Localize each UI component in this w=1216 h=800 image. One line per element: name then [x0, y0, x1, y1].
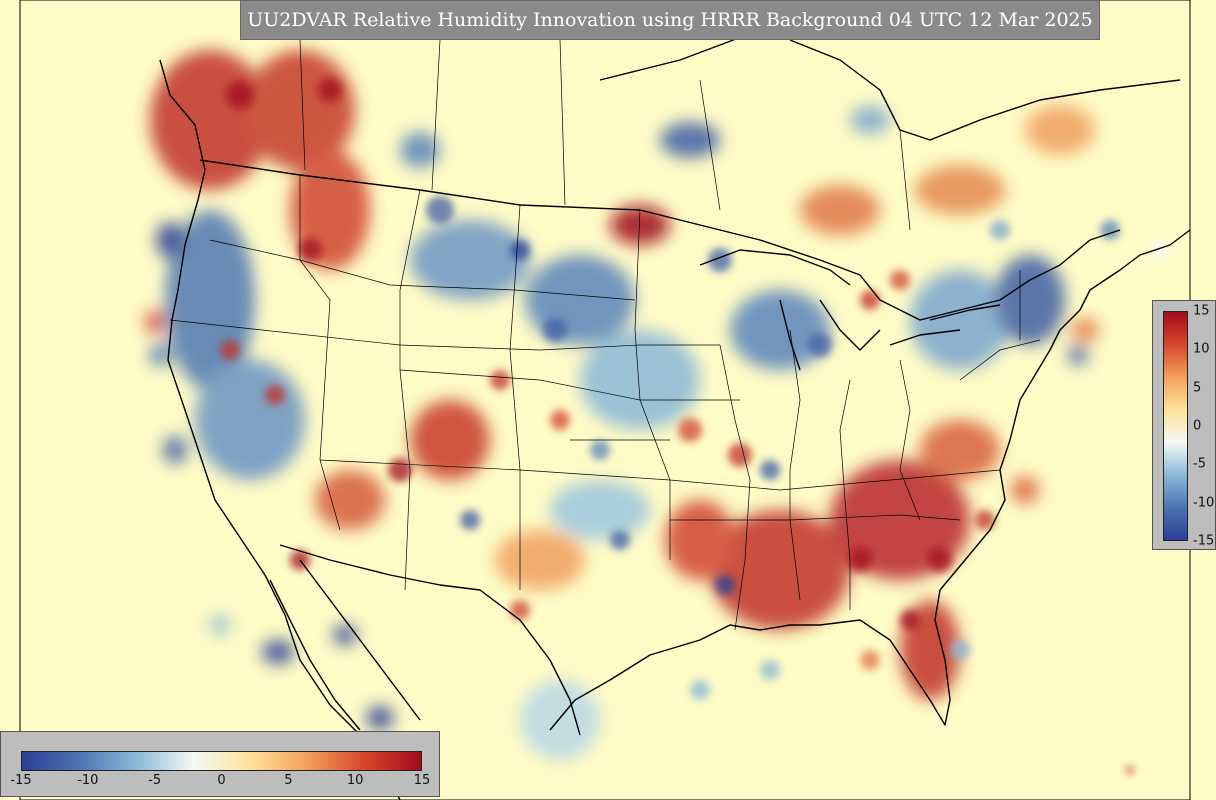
vertical-colorbar-tick: -5	[1193, 456, 1206, 472]
map-title: UU2DVAR Relative Humidity Innovation usi…	[240, 0, 1100, 40]
state-lines	[169, 39, 1041, 631]
us-mexico-border	[279, 544, 581, 736]
vertical-colorbar-tick: 10	[1193, 341, 1210, 357]
vertical-colorbar-tick: 15	[1193, 303, 1210, 319]
great-lakes-outline	[699, 249, 1001, 371]
horizontal-colorbar: -15 -10 -5 0 5 10 15	[0, 731, 440, 797]
horizontal-colorbar-tick: -10	[77, 773, 99, 788]
gulf-coastline	[549, 589, 951, 731]
east-coastline	[939, 229, 1191, 591]
canada-north-coast	[599, 29, 761, 81]
canada-us-border	[199, 159, 1121, 321]
west-coastline	[159, 59, 401, 800]
vertical-colorbar-gradient	[1163, 311, 1188, 541]
hudson-bay-edge	[789, 39, 1181, 141]
vertical-colorbar-tick: 5	[1193, 380, 1202, 396]
vertical-colorbar-tick: -10	[1193, 495, 1215, 511]
field-patches	[145, 50, 1099, 760]
gulf-of-california	[299, 559, 421, 721]
horizontal-colorbar-gradient	[21, 751, 422, 771]
horizontal-colorbar-tick: -15	[10, 773, 32, 788]
horizontal-colorbar-tick: 5	[284, 773, 293, 788]
baja-peninsula	[269, 579, 361, 731]
horizontal-colorbar-tick: 10	[346, 773, 364, 788]
horizontal-colorbar-tick: 0	[217, 773, 226, 788]
horizontal-colorbar-tick: -5	[148, 773, 162, 788]
vertical-colorbar: 15 10 5 0 -5 -10 -15	[1152, 300, 1216, 550]
boundaries	[159, 29, 1191, 800]
vertical-colorbar-tick: -15	[1193, 533, 1215, 549]
horizontal-colorbar-tick: 15	[413, 773, 431, 788]
vertical-colorbar-tick: 0	[1193, 418, 1202, 434]
